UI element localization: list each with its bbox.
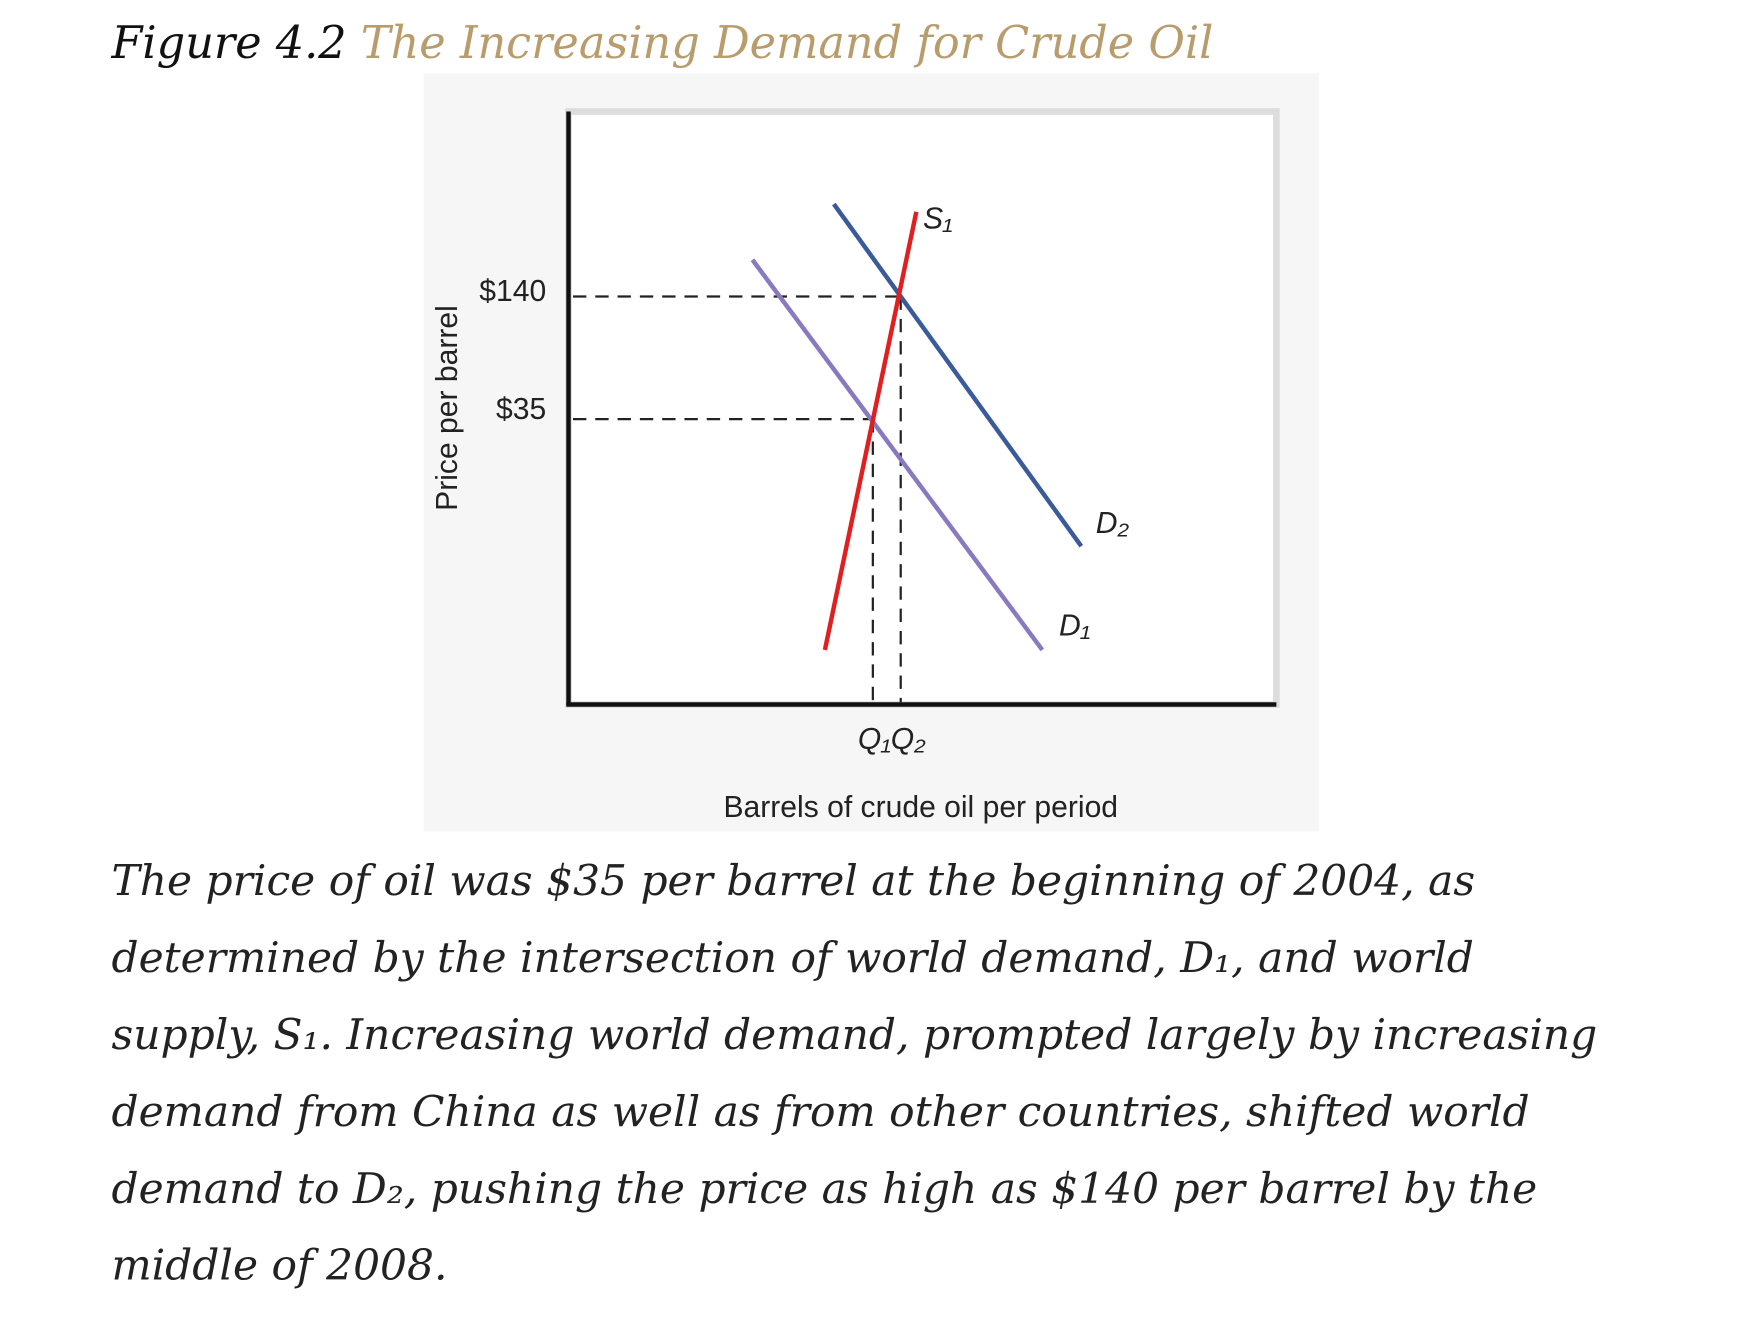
figure-heading: Figure 4.2 The Increasing Demand for Cru…: [110, 17, 1213, 69]
price-label: $140: [479, 275, 546, 308]
demand-curve-d2: [832, 202, 1084, 548]
supply-curve: [822, 211, 919, 651]
curve-label: D₁: [1059, 609, 1090, 642]
y-axis-label: Price per barrel: [431, 305, 464, 511]
x-axis-label: Barrels of crude oil per period: [723, 791, 1118, 824]
demand-curve-d1: [750, 258, 1045, 652]
plot-area: [565, 108, 1280, 708]
caption-line: The price of oil was $35 per barrel at t…: [111, 856, 1475, 905]
price-label: $35: [496, 393, 546, 426]
figure-label: Figure 4.2: [110, 17, 346, 69]
guide-lines: [572, 295, 902, 703]
caption-line: demand to D₂, pushing the price as high …: [111, 1164, 1537, 1213]
caption-line: middle of 2008.: [111, 1241, 447, 1290]
quantity-labels: Q₁Q₂: [858, 723, 926, 756]
caption-line: supply, S₁. Increasing world demand, pro…: [111, 1010, 1597, 1059]
curve-label: D₂: [1096, 507, 1130, 540]
caption-line: determined by the intersection of world …: [111, 933, 1473, 982]
caption-line: demand from China as well as from other …: [111, 1087, 1529, 1136]
figure-title: The Increasing Demand for Crude Oil: [361, 17, 1214, 69]
curve-label: S₁: [923, 203, 953, 236]
